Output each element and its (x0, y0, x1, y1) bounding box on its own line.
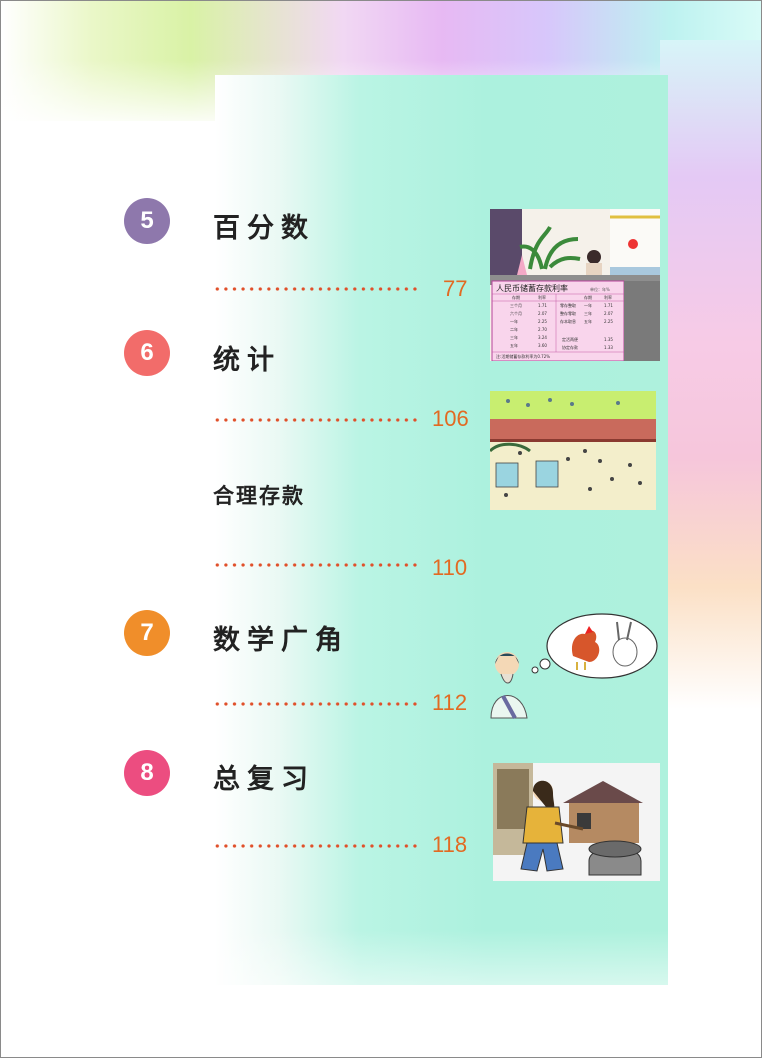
unit-6-page[interactable]: 106 (432, 406, 469, 431)
review-illustration (493, 763, 660, 881)
unit-6-badge: 6 (124, 330, 170, 376)
bank-sign-footer: 注:活期储蓄存款利率为0.72% (496, 353, 550, 359)
bank-extra-rate: 1.35 (604, 337, 613, 342)
unit-5-title[interactable]: 百分数 (213, 213, 315, 244)
sub-entry-page[interactable]: 110 (432, 555, 468, 580)
bank-sign-title: 人民币储蓄存款利率 (496, 283, 568, 293)
bank-right-rate: 2.25 (604, 319, 613, 324)
bank-extra-term: 定活两便 (562, 336, 578, 342)
bank-right-group: 零存整取 (560, 302, 576, 308)
bank-extra-rate: 1.33 (604, 345, 613, 350)
bank-extra-term: 协定存款 (562, 344, 578, 350)
bank-col-header: 存期 (584, 294, 592, 300)
bank-left-term: 一年 (510, 318, 518, 324)
bank-left-rate: 2.70 (538, 327, 547, 332)
bank-right-rate: 1.71 (604, 303, 613, 308)
leader-dots (213, 563, 419, 567)
bank-col-header: 利率 (604, 294, 612, 300)
bank-right-group: 整存零取 (560, 310, 576, 316)
unit-5-page[interactable]: 77 (443, 276, 468, 301)
bank-right-term: 一年 (584, 302, 592, 308)
right-rainbow-band (660, 40, 761, 800)
bank-left-rate: 3.60 (538, 343, 547, 348)
unit-7-title[interactable]: 数学广角 (213, 625, 349, 656)
bank-sign-unit: 单位：年% (590, 286, 610, 292)
unit-7-badge: 7 (124, 610, 170, 656)
bank-right-term: 三年 (584, 310, 592, 316)
unit-7-page[interactable]: 112 (432, 690, 468, 715)
bank-left-term: 三年 (510, 334, 518, 340)
bank-left-term: 六个月 (510, 310, 522, 316)
bank-left-rate: 1.71 (538, 303, 547, 308)
sub-entry-title[interactable]: 合理存款 (213, 483, 305, 508)
bank-right-rate: 2.07 (604, 311, 613, 316)
bank-left-rate: 2.25 (538, 319, 547, 324)
bank-left-rate: 3.24 (538, 335, 547, 340)
bank-left-rate: 2.07 (538, 311, 547, 316)
bank-left-term: 二年 (510, 326, 518, 332)
bank-col-header: 存期 (512, 294, 520, 300)
bank-col-header: 利率 (538, 294, 546, 300)
panel-fade (215, 930, 668, 990)
unit-8-title[interactable]: 总复习 (213, 764, 315, 795)
leader-dots (213, 702, 419, 706)
thinking-scholar-illustration (485, 612, 660, 722)
bank-right-term: 五年 (584, 318, 592, 324)
bank-left-term: 五年 (510, 342, 518, 348)
leader-dots (213, 418, 419, 422)
unit-8-badge: 8 (124, 750, 170, 796)
bank-left-term: 三个月 (510, 303, 522, 308)
unit-5-badge: 5 (124, 198, 170, 244)
unit-6-title[interactable]: 统计 (213, 345, 281, 376)
leader-dots (213, 287, 419, 291)
bank-illustration: 人民币储蓄存款利率 单位：年% 存期 利率 存期 利率 三个月 1.71 六个月… (490, 209, 660, 361)
leader-dots (213, 844, 419, 848)
unit-8-page[interactable]: 118 (432, 832, 468, 857)
playground-illustration (490, 391, 656, 510)
bank-right-group: 存本取息 (560, 318, 576, 324)
